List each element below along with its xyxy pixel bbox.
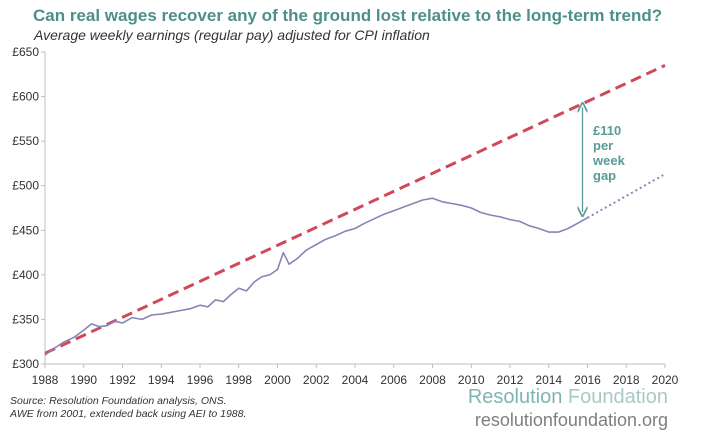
source-line: AWE from 2001, extended back using AEI t… xyxy=(10,408,247,420)
y-tick-label: £300 xyxy=(12,357,39,371)
x-tick-label: 2014 xyxy=(535,373,562,387)
x-tick-label: 2016 xyxy=(574,373,601,387)
x-tick-label: 2000 xyxy=(264,373,291,387)
x-tick-label: 1996 xyxy=(187,373,214,387)
brand-name: Resolution Foundation xyxy=(468,386,668,409)
x-tick-label: 2008 xyxy=(419,373,446,387)
x-tick-label: 1988 xyxy=(32,373,59,387)
trend-series-line xyxy=(44,64,666,355)
x-tick-label: 2006 xyxy=(380,373,407,387)
y-tick-label: £400 xyxy=(12,268,39,282)
y-tick-label: £500 xyxy=(12,179,39,193)
y-tick-label: £350 xyxy=(12,312,39,326)
source-line: Source: Resolution Foundation analysis, … xyxy=(10,395,227,407)
x-tick-label: 2018 xyxy=(613,373,640,387)
y-tick-label: £550 xyxy=(12,134,39,148)
gap-annotation: £110 per week gap xyxy=(593,123,625,183)
gap-annotation-line: per xyxy=(593,138,614,153)
y-tick-label: £600 xyxy=(12,90,39,104)
x-tick-label: 1994 xyxy=(148,373,175,387)
brand-name-part1: Resolution xyxy=(467,386,563,408)
actual-earnings-series-line xyxy=(44,197,588,356)
gap-annotation-line: week xyxy=(593,153,625,168)
source-note: Source: Resolution Foundation analysis, … xyxy=(10,395,246,421)
chart-subtitle: Average weekly earnings (regular pay) ad… xyxy=(34,27,430,43)
chart-title: Can real wages recover any of the ground… xyxy=(33,6,663,25)
x-tick-label: 2020 xyxy=(652,373,679,387)
x-tick-label: 2004 xyxy=(342,373,369,387)
gap-annotation-line: gap xyxy=(593,168,617,183)
x-tick-label: 1990 xyxy=(70,373,97,387)
x-tick-label: 1998 xyxy=(225,373,252,387)
y-tick-label: £450 xyxy=(12,223,39,237)
x-tick-label: 1992 xyxy=(109,373,136,387)
x-tick-label: 2010 xyxy=(458,373,485,387)
y-tick-label: £650 xyxy=(12,45,39,59)
brand-url: resolutionfoundation.org xyxy=(474,410,668,430)
brand-name-part2: Foundation xyxy=(562,386,668,408)
x-tick-label: 2012 xyxy=(497,373,524,387)
x-tick-label: 2002 xyxy=(303,373,330,387)
gap-annotation-line: £110 xyxy=(593,123,622,138)
